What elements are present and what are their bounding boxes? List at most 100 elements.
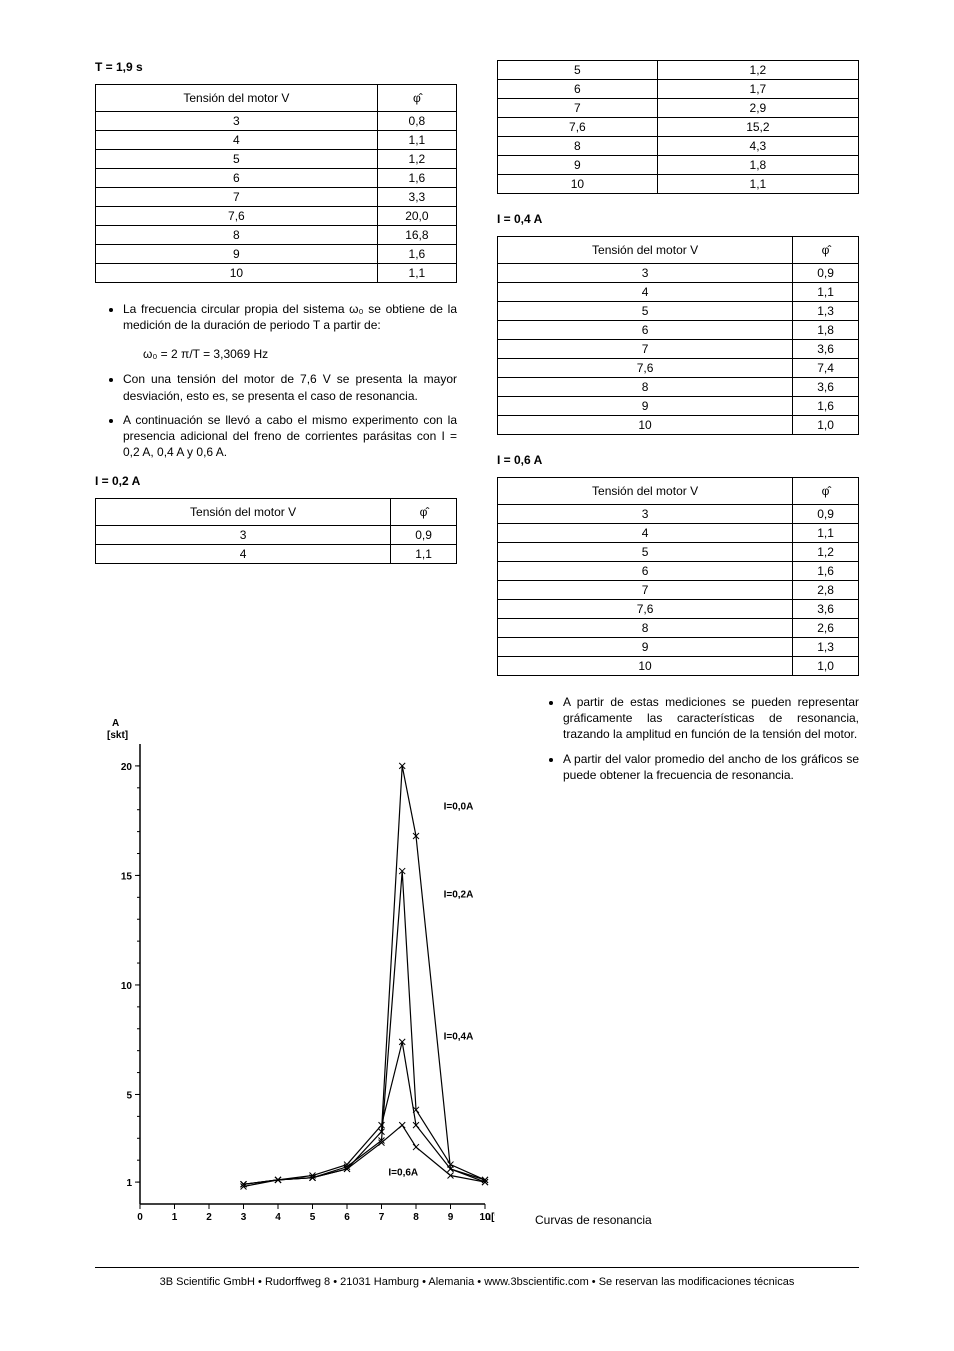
table-header: Tensión del motor V [96, 85, 378, 112]
table-cell: 7,6 [498, 359, 793, 378]
table-row: 51,2 [498, 543, 859, 562]
table-cell: 6 [498, 562, 793, 581]
table-row: 91,6 [498, 397, 859, 416]
table-cell: 6 [498, 80, 658, 99]
table-cell: 1,2 [657, 61, 858, 80]
svg-text:2: 2 [206, 1212, 212, 1223]
table-row: 30,9 [498, 264, 859, 283]
svg-text:4: 4 [275, 1212, 281, 1223]
table-cell: 1,3 [793, 638, 859, 657]
table-cell: 1,1 [793, 524, 859, 543]
svg-text:I=0,6A: I=0,6A [388, 1168, 418, 1179]
table-cell: 15,2 [657, 118, 858, 137]
table-row: 72,8 [498, 581, 859, 600]
table-cell: 8 [96, 226, 378, 245]
svg-text:15: 15 [121, 871, 133, 882]
svg-text:1: 1 [126, 1178, 132, 1189]
table-cell: 1,6 [793, 397, 859, 416]
table-cell: 4 [96, 545, 391, 564]
table-i04: Tensión del motor Vφ̂30,941,151,361,873,… [497, 236, 859, 435]
table-cell: 1,6 [793, 562, 859, 581]
table-cell: 7 [498, 99, 658, 118]
table-cell: 4 [498, 283, 793, 302]
svg-text:20: 20 [121, 762, 133, 773]
table-header: Tensión del motor V [96, 499, 391, 526]
table-cell: 10 [96, 264, 378, 283]
table-cell: 7 [96, 188, 378, 207]
heading-i04: I = 0,4 A [497, 212, 859, 226]
svg-text:1: 1 [172, 1212, 178, 1223]
table-row: 73,3 [96, 188, 457, 207]
table-cell: 16,8 [377, 226, 456, 245]
table-cell: 3 [96, 526, 391, 545]
heading-i02: I = 0,2 A [95, 474, 457, 488]
svg-text:5: 5 [126, 1090, 132, 1101]
table-cell: 4 [498, 524, 793, 543]
svg-text:I=0,4A: I=0,4A [444, 1032, 474, 1043]
table-row: 30,8 [96, 112, 457, 131]
table-row: 61,7 [498, 80, 859, 99]
svg-text:3: 3 [241, 1212, 247, 1223]
table-cell: 4 [96, 131, 378, 150]
table-cell: 2,6 [793, 619, 859, 638]
svg-text:8: 8 [413, 1212, 419, 1223]
table-cell: 0,9 [391, 526, 457, 545]
table-cell: 1,8 [657, 156, 858, 175]
table-cell: 7 [498, 581, 793, 600]
svg-text:I=0,0A: I=0,0A [444, 802, 474, 813]
table-row: 72,9 [498, 99, 859, 118]
table-row: 91,3 [498, 638, 859, 657]
formula-omega: ω₀ = 2 π/T = 3,3069 Hz [143, 347, 457, 361]
table-cell: 3 [498, 505, 793, 524]
table-cell: 1,1 [377, 131, 456, 150]
table-cell: 1,3 [793, 302, 859, 321]
content-columns: T = 1,9 s Tensión del motor Vφ̂30,841,15… [95, 60, 859, 694]
table-header: φ̂ [377, 85, 456, 112]
table-cell: 1,0 [793, 416, 859, 435]
table-row: 51,2 [96, 150, 457, 169]
table-cell: 3 [96, 112, 378, 131]
table-t: Tensión del motor Vφ̂30,841,151,261,673,… [95, 84, 457, 283]
table-header: Tensión del motor V [498, 478, 793, 505]
table-cell: 3,6 [793, 600, 859, 619]
table-header: φ̂ [391, 499, 457, 526]
table-cell: 9 [498, 397, 793, 416]
svg-text:5: 5 [310, 1212, 316, 1223]
table-row: 7,67,4 [498, 359, 859, 378]
table-cell: 9 [96, 245, 378, 264]
table-row: 51,3 [498, 302, 859, 321]
bullet-item: A continuación se llevó a cabo el mismo … [123, 412, 457, 461]
table-row: 91,6 [96, 245, 457, 264]
table-cell: 7,6 [498, 118, 658, 137]
table-cell: 1,2 [793, 543, 859, 562]
table-cell: 3,6 [793, 378, 859, 397]
table-cell: 3 [498, 264, 793, 283]
bullet-item: Con una tensión del motor de 7,6 V se pr… [123, 371, 457, 403]
right-column: 51,261,772,97,615,284,391,8101,1 I = 0,4… [497, 60, 859, 694]
table-row: 73,6 [498, 340, 859, 359]
table-cell: 8 [498, 378, 793, 397]
table-cell: 1,8 [793, 321, 859, 340]
svg-text:I=0,2A: I=0,2A [444, 889, 474, 900]
table-cell: 2,8 [793, 581, 859, 600]
table-cell: 1,6 [377, 245, 456, 264]
table-row: 7,63,6 [498, 600, 859, 619]
table-row: 30,9 [498, 505, 859, 524]
svg-text:A: A [112, 718, 119, 729]
table-cell: 7,6 [498, 600, 793, 619]
svg-text:[skt]: [skt] [107, 730, 128, 741]
table-cell: 8 [498, 619, 793, 638]
table-cell: 10 [498, 416, 793, 435]
svg-text:u[v]: u[v] [485, 1212, 495, 1223]
bullet-item: La frecuencia circular propia del sistem… [123, 301, 457, 333]
table-row: 816,8 [96, 226, 457, 245]
table-row: 83,6 [498, 378, 859, 397]
table-i02-top: Tensión del motor Vφ̂30,941,1 [95, 498, 457, 564]
table-cell: 7,6 [96, 207, 378, 226]
chart-caption: Curvas de resonancia [535, 1213, 859, 1227]
right-lower: A partir de estas mediciones se pueden r… [535, 694, 859, 1227]
table-header: Tensión del motor V [498, 237, 793, 264]
table-row: 41,1 [96, 131, 457, 150]
heading-t: T = 1,9 s [95, 60, 457, 74]
table-cell: 1,6 [377, 169, 456, 188]
